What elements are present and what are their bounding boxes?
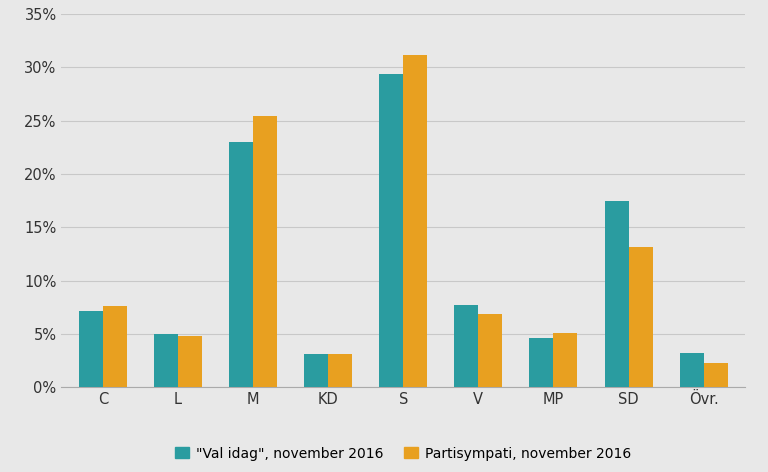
Bar [478,313,502,387]
Bar [328,354,352,387]
Bar [403,55,427,387]
Bar [604,201,628,387]
Bar [154,334,178,387]
Bar [455,305,478,387]
Legend: "Val idag", november 2016, Partisympati, november 2016: "Val idag", november 2016, Partisympati,… [171,442,635,465]
Bar [304,354,328,387]
Bar [680,353,703,387]
Bar [529,338,554,387]
Bar [379,74,403,387]
Bar [78,312,103,387]
Bar [253,117,277,387]
Bar [554,333,578,387]
Bar [703,362,728,387]
Bar [628,247,653,387]
Bar [229,142,253,387]
Bar [178,336,202,387]
Bar [103,306,127,387]
